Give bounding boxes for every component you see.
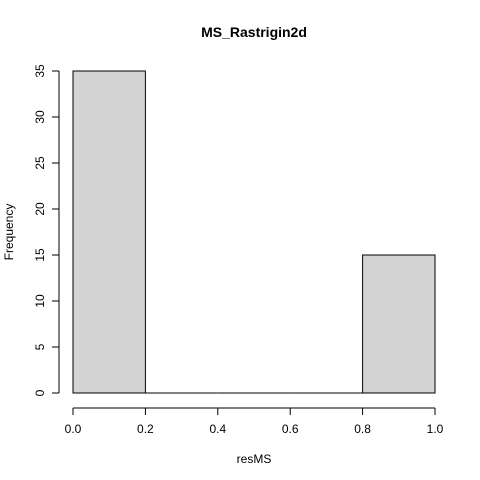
y-tick-label: 30 <box>33 110 47 124</box>
y-axis: 0 5 10 15 20 25 30 35 <box>33 64 59 396</box>
x-tick-label: 0.2 <box>137 422 154 436</box>
x-tick-label: 1.0 <box>427 422 444 436</box>
y-tick-label: 10 <box>33 294 47 308</box>
x-axis: 0.0 0.2 0.4 0.6 0.8 1.0 <box>65 408 444 436</box>
y-axis-label: Frequency <box>2 204 16 261</box>
y-tick-label: 0 <box>33 389 47 396</box>
y-tick-label: 25 <box>33 156 47 170</box>
y-tick-label: 15 <box>33 248 47 262</box>
histogram-bar <box>73 71 145 393</box>
x-axis-label: resMS <box>237 452 272 466</box>
y-tick-label: 20 <box>33 202 47 216</box>
x-tick-label: 0.0 <box>65 422 82 436</box>
y-tick-label: 35 <box>33 64 47 78</box>
chart-title: MS_Rastrigin2d <box>201 24 307 40</box>
histogram-bar <box>363 255 435 393</box>
x-tick-label: 0.6 <box>282 422 299 436</box>
x-tick-label: 0.4 <box>209 422 226 436</box>
x-tick-label: 0.8 <box>354 422 371 436</box>
bars-group <box>73 71 435 393</box>
y-tick-label: 5 <box>33 343 47 350</box>
